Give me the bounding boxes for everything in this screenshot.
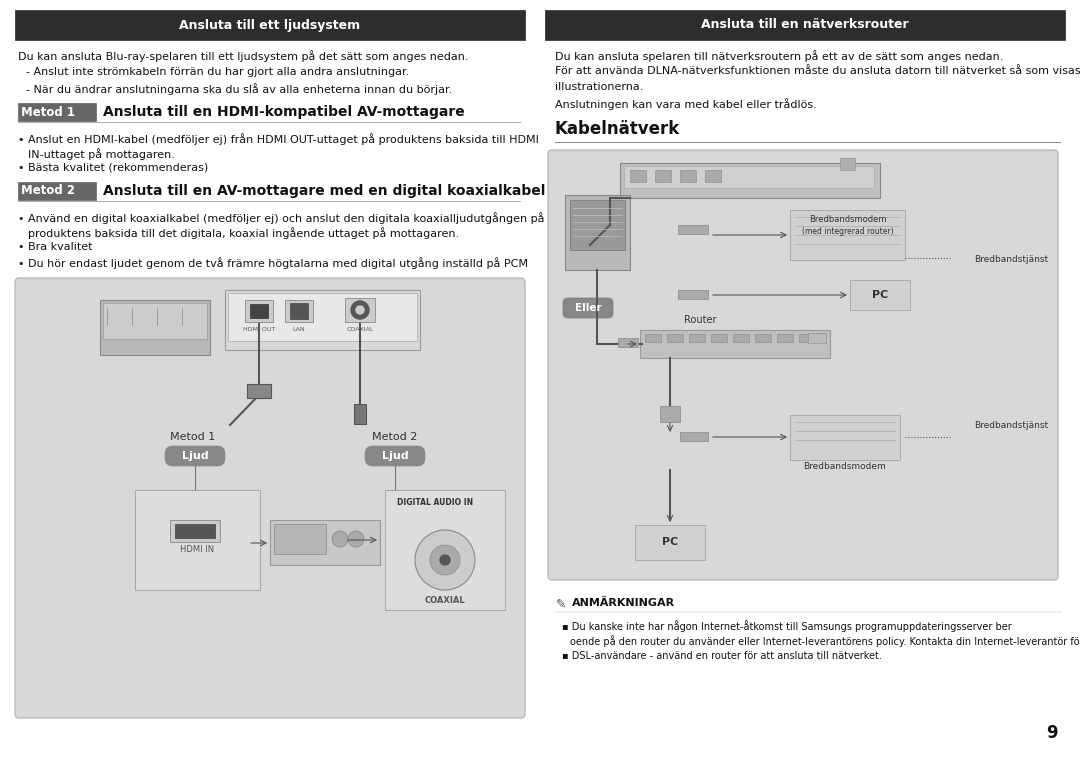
Circle shape — [430, 545, 460, 575]
FancyBboxPatch shape — [365, 446, 426, 466]
FancyBboxPatch shape — [705, 170, 721, 182]
FancyBboxPatch shape — [624, 166, 874, 188]
Text: HDMI OUT: HDMI OUT — [243, 327, 275, 332]
Text: (med integrerad router): (med integrerad router) — [802, 227, 894, 236]
Text: 9: 9 — [1047, 724, 1058, 742]
Text: Metod 2: Metod 2 — [21, 184, 75, 198]
Text: • Använd en digital koaxialkabel (medföljer ej) och anslut den digitala koaxiall: • Använd en digital koaxialkabel (medföl… — [18, 212, 544, 224]
Text: • Bra kvalitet: • Bra kvalitet — [18, 242, 93, 252]
FancyBboxPatch shape — [755, 334, 771, 342]
FancyBboxPatch shape — [840, 158, 855, 170]
FancyBboxPatch shape — [645, 334, 661, 342]
FancyBboxPatch shape — [18, 182, 96, 200]
FancyBboxPatch shape — [291, 303, 308, 319]
Text: Du kan ansluta Blu-ray-spelaren till ett ljudsystem på det sätt som anges nedan.: Du kan ansluta Blu-ray-spelaren till ett… — [18, 50, 469, 62]
FancyBboxPatch shape — [245, 300, 273, 322]
Circle shape — [332, 531, 348, 547]
FancyBboxPatch shape — [680, 170, 696, 182]
FancyBboxPatch shape — [285, 300, 313, 322]
Text: Metod 2: Metod 2 — [373, 432, 418, 442]
FancyBboxPatch shape — [247, 384, 271, 398]
Circle shape — [351, 301, 369, 319]
FancyBboxPatch shape — [165, 446, 225, 466]
Text: - Anslut inte strömkabeln förrän du har gjort alla andra anslutningar.: - Anslut inte strömkabeln förrän du har … — [26, 67, 409, 77]
FancyBboxPatch shape — [640, 330, 831, 358]
FancyBboxPatch shape — [789, 210, 905, 260]
FancyBboxPatch shape — [680, 432, 708, 441]
Text: Ansluta till en HDMI-kompatibel AV-mottagare: Ansluta till en HDMI-kompatibel AV-motta… — [103, 105, 464, 119]
FancyBboxPatch shape — [808, 333, 826, 343]
FancyBboxPatch shape — [777, 334, 793, 342]
FancyBboxPatch shape — [270, 520, 380, 565]
Text: • Anslut en HDMI-kabel (medföljer ej) från HDMI OUT-uttaget på produktens baksid: • Anslut en HDMI-kabel (medföljer ej) fr… — [18, 133, 539, 145]
FancyBboxPatch shape — [548, 150, 1058, 580]
Text: För att använda DLNA-nätverksfunktionen måste du ansluta datorn till nätverket s: För att använda DLNA-nätverksfunktionen … — [555, 66, 1080, 76]
Text: COAXIAL: COAXIAL — [424, 596, 465, 605]
FancyBboxPatch shape — [175, 524, 215, 538]
FancyBboxPatch shape — [228, 293, 417, 341]
Text: Bredbandsmodem: Bredbandsmodem — [809, 215, 887, 224]
Text: - När du ändrar anslutningarna ska du slå av alla enheterna innan du börjar.: - När du ändrar anslutningarna ska du sl… — [26, 83, 453, 95]
Text: ANMÄRKNINGAR: ANMÄRKNINGAR — [572, 598, 675, 608]
FancyBboxPatch shape — [635, 525, 705, 560]
Circle shape — [440, 555, 450, 565]
Text: PC: PC — [662, 537, 678, 547]
FancyBboxPatch shape — [620, 163, 880, 198]
FancyBboxPatch shape — [103, 303, 207, 339]
Text: LAN: LAN — [293, 327, 306, 332]
Text: ▪ Du kanske inte har någon Internet-åtkomst till Samsungs programuppdateringsser: ▪ Du kanske inte har någon Internet-åtko… — [562, 620, 1012, 632]
Text: Du kan ansluta spelaren till nätverksroutern på ett av de sätt som anges nedan.: Du kan ansluta spelaren till nätverksrou… — [555, 50, 1003, 62]
Text: COAXIAL: COAXIAL — [347, 327, 374, 332]
FancyBboxPatch shape — [711, 334, 727, 342]
FancyBboxPatch shape — [15, 10, 525, 40]
FancyBboxPatch shape — [274, 524, 326, 554]
FancyBboxPatch shape — [689, 334, 705, 342]
Text: IN-uttaget på mottagaren.: IN-uttaget på mottagaren. — [28, 148, 175, 160]
Text: • Du hör endast ljudet genom de två främre högtalarna med digital utgång inställ: • Du hör endast ljudet genom de två främ… — [18, 257, 528, 269]
Text: • Bästa kvalitet (rekommenderas): • Bästa kvalitet (rekommenderas) — [18, 162, 208, 172]
FancyBboxPatch shape — [618, 338, 638, 347]
FancyBboxPatch shape — [654, 170, 671, 182]
FancyBboxPatch shape — [100, 300, 210, 355]
FancyBboxPatch shape — [345, 298, 375, 322]
FancyBboxPatch shape — [18, 103, 96, 121]
Text: Ansluta till en AV-mottagare med en digital koaxialkabel: Ansluta till en AV-mottagare med en digi… — [103, 184, 545, 198]
Text: PC: PC — [872, 290, 888, 300]
FancyBboxPatch shape — [678, 225, 708, 234]
Text: Ljud: Ljud — [181, 451, 208, 461]
FancyBboxPatch shape — [667, 334, 683, 342]
FancyBboxPatch shape — [570, 200, 625, 250]
Text: Router: Router — [684, 315, 716, 325]
Text: Eller: Eller — [575, 303, 602, 313]
Text: Metod 1: Metod 1 — [171, 432, 216, 442]
FancyBboxPatch shape — [678, 290, 708, 299]
Text: Metod 1: Metod 1 — [21, 106, 75, 119]
FancyBboxPatch shape — [225, 290, 420, 350]
Text: illustrationerna.: illustrationerna. — [555, 82, 644, 92]
Text: DIGITAL AUDIO IN: DIGITAL AUDIO IN — [397, 498, 473, 507]
FancyBboxPatch shape — [733, 334, 750, 342]
Text: Ljud: Ljud — [381, 451, 408, 461]
FancyBboxPatch shape — [135, 490, 260, 590]
FancyBboxPatch shape — [850, 280, 910, 310]
FancyBboxPatch shape — [789, 415, 900, 460]
Text: oende på den router du använder eller Internet-leverantörens policy. Kontakta di: oende på den router du använder eller In… — [570, 635, 1080, 647]
Text: ▪ DSL-användare - använd en router för att ansluta till nätverket.: ▪ DSL-användare - använd en router för a… — [562, 651, 882, 661]
FancyBboxPatch shape — [630, 170, 646, 182]
FancyBboxPatch shape — [384, 490, 505, 610]
Text: produktens baksida till det digitala, koaxial ingående uttaget på mottagaren.: produktens baksida till det digitala, ko… — [28, 227, 459, 239]
Text: Anslutningen kan vara med kabel eller trådlös.: Anslutningen kan vara med kabel eller tr… — [555, 98, 816, 110]
FancyBboxPatch shape — [563, 298, 613, 318]
FancyBboxPatch shape — [249, 304, 268, 318]
Text: Kabelnätverk: Kabelnätverk — [555, 120, 680, 138]
Text: Bredbandsmodem: Bredbandsmodem — [804, 462, 887, 471]
Text: Bredbandstjänst: Bredbandstjänst — [974, 256, 1048, 265]
Text: Ansluta till en nätverksrouter: Ansluta till en nätverksrouter — [701, 18, 908, 31]
Text: ✎: ✎ — [556, 598, 567, 611]
FancyBboxPatch shape — [354, 404, 366, 424]
FancyBboxPatch shape — [545, 10, 1065, 40]
FancyBboxPatch shape — [565, 195, 630, 270]
FancyBboxPatch shape — [170, 520, 220, 542]
FancyBboxPatch shape — [15, 278, 525, 718]
